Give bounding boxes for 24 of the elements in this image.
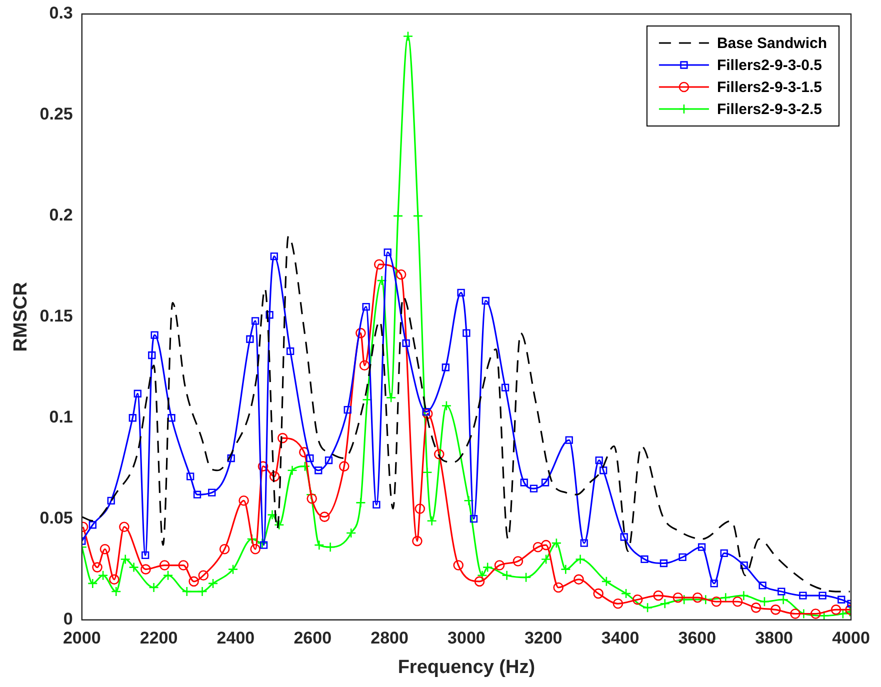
- y-tick-label: 0.2: [49, 206, 73, 225]
- y-tick-label: 0.05: [40, 508, 73, 528]
- x-tick-label: 3200: [524, 628, 562, 648]
- x-tick-label: 2000: [62, 628, 101, 648]
- legend-label: Base Sandwich: [716, 35, 828, 52]
- legend-label: Fillers2-9-3-0.5: [716, 57, 822, 74]
- y-tick-label: 0: [63, 609, 73, 628]
- y-axis-title: RMSCR: [10, 282, 32, 352]
- y-tick-label: 0.3: [49, 4, 73, 23]
- y-tick-label: 0.1: [49, 408, 73, 427]
- x-tick-label: 4000: [832, 628, 870, 648]
- legend-label: Fillers2-9-3-2.5: [716, 101, 822, 118]
- x-tick-label: 2600: [294, 628, 332, 648]
- y-tick-label: 0.15: [40, 306, 73, 326]
- x-tick-label: 2200: [140, 628, 178, 648]
- legend-label: Fillers2-9-3-1.5: [716, 79, 822, 96]
- x-tick-label: 2400: [216, 628, 255, 648]
- x-tick-label: 3800: [755, 628, 794, 648]
- x-tick-label: 3000: [448, 628, 486, 648]
- y-tick-label: 0.25: [40, 104, 73, 124]
- x-tick-label: 2800: [370, 628, 408, 648]
- x-tick-label: 3400: [601, 628, 640, 648]
- x-axis-title: Frequency (Hz): [398, 656, 536, 678]
- x-tick-label: 3600: [678, 628, 716, 648]
